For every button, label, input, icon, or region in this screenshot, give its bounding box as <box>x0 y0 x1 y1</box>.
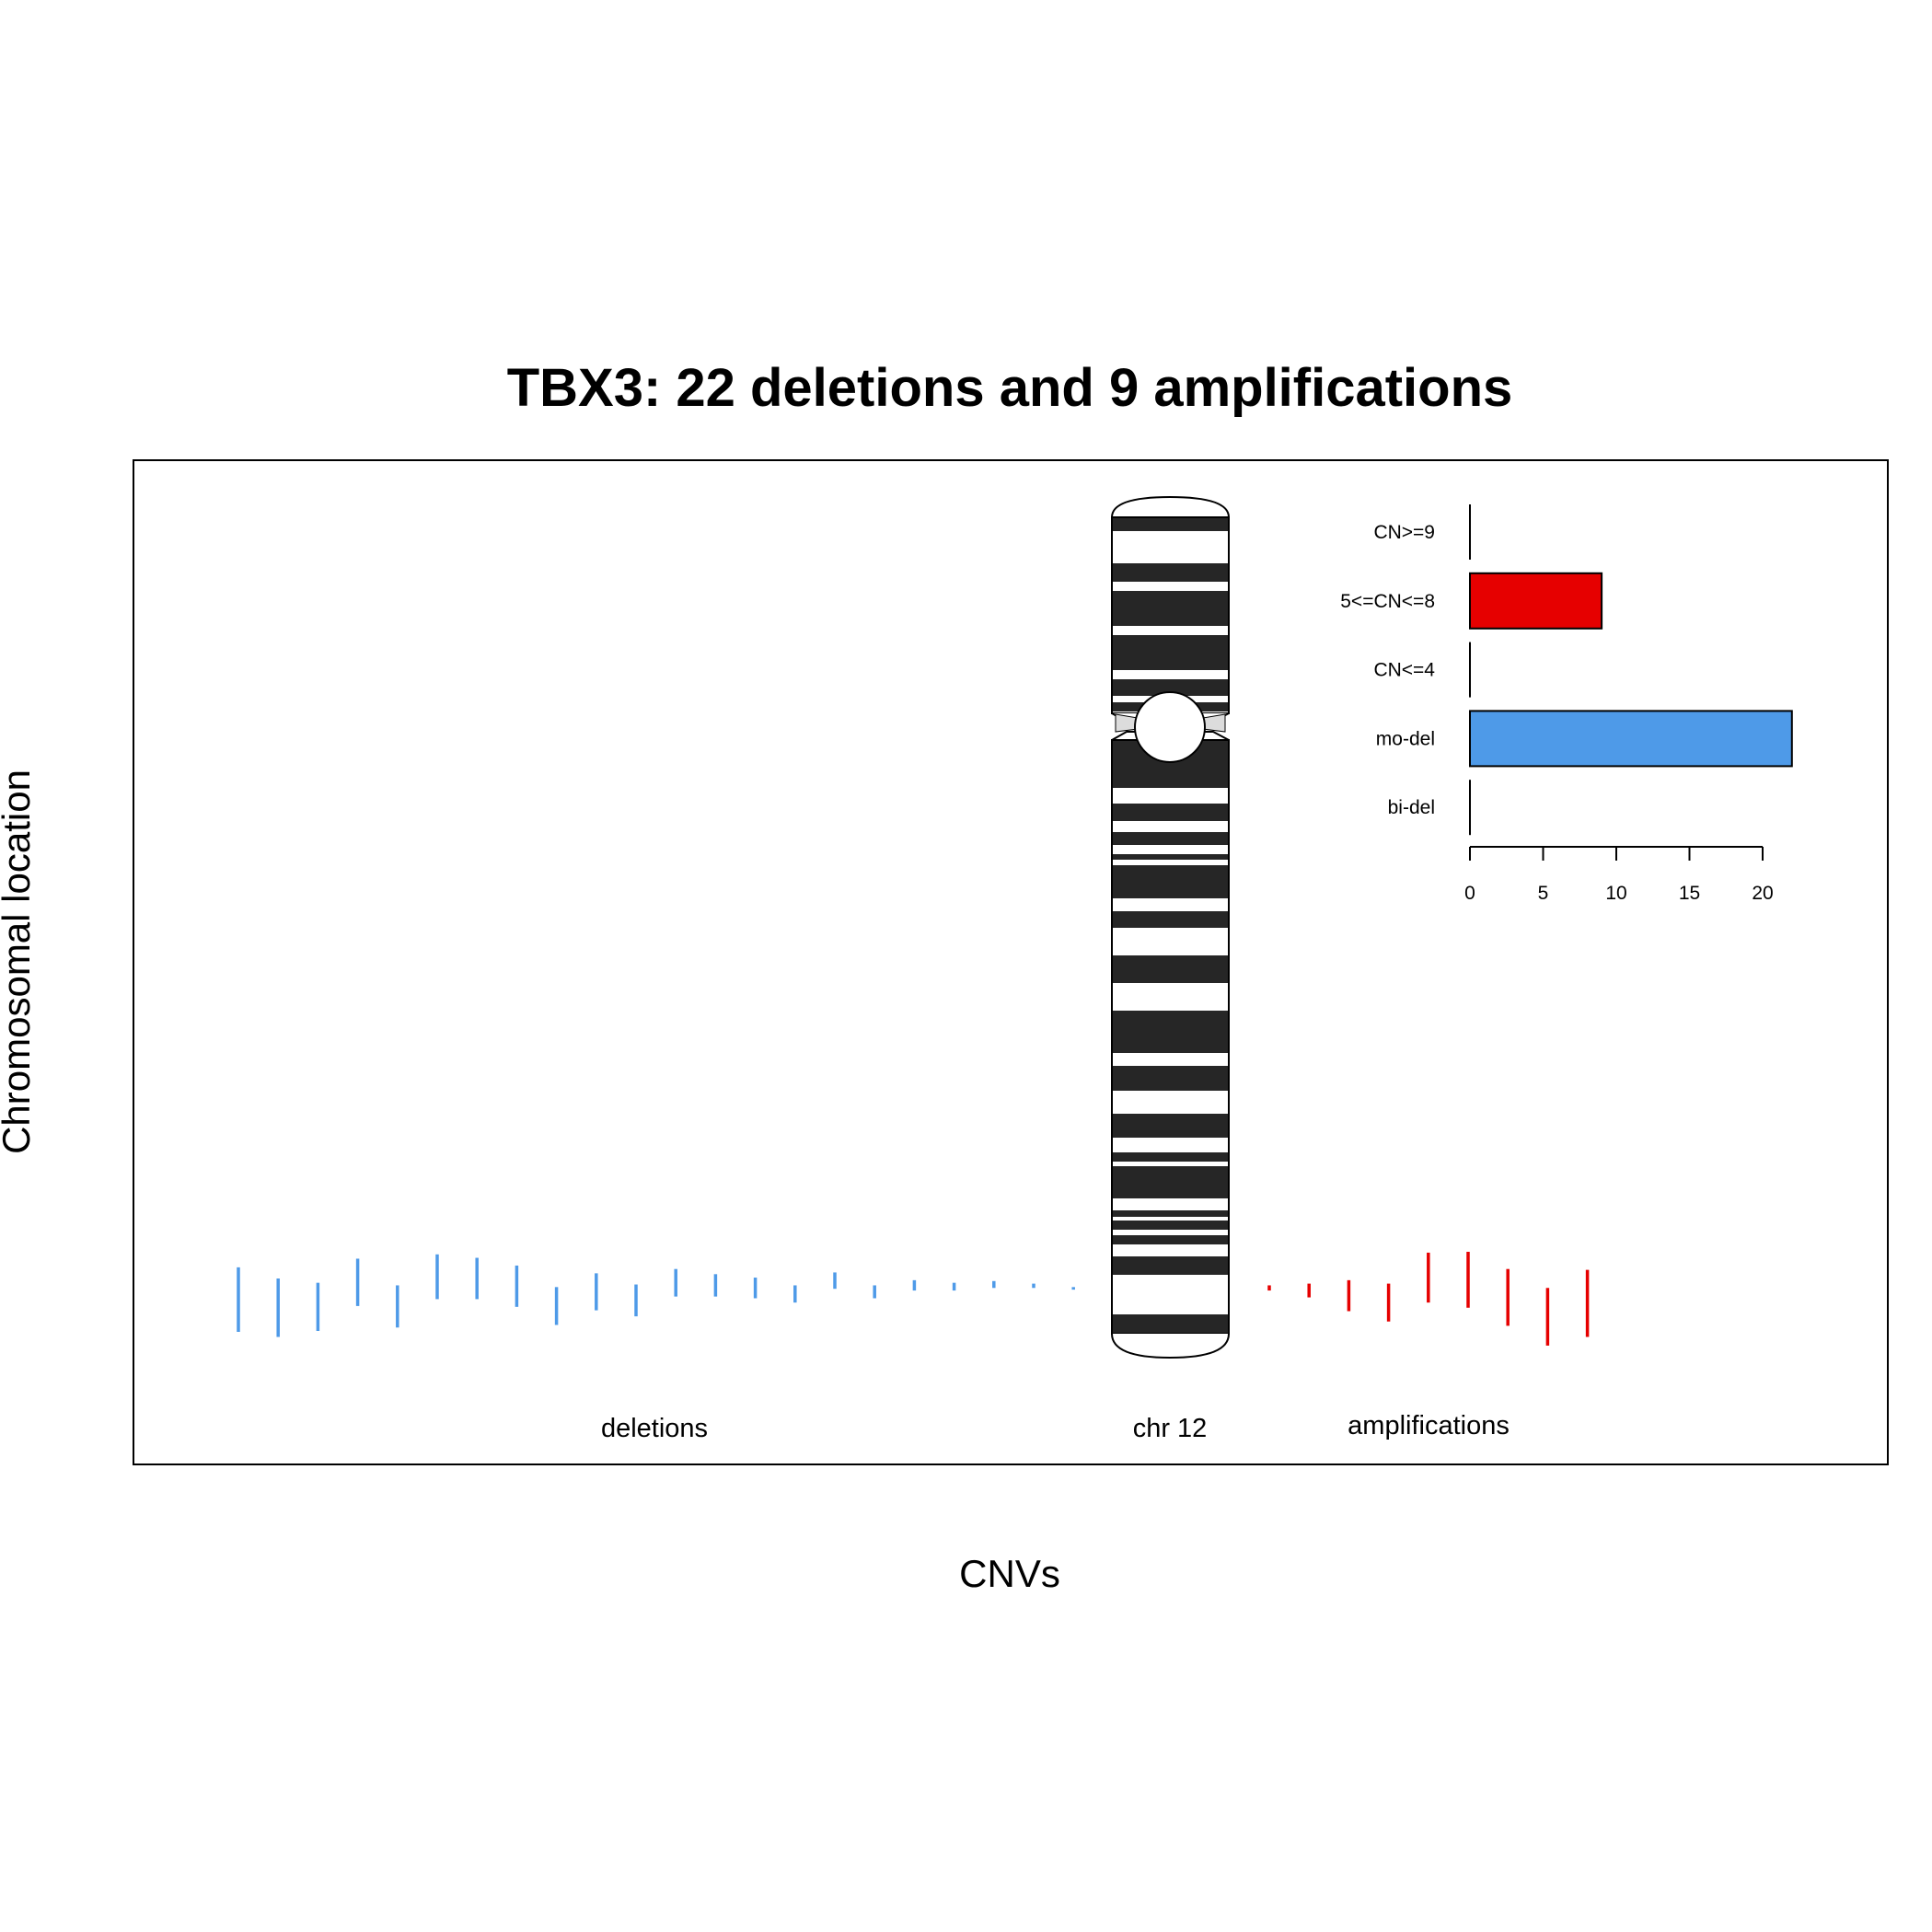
chromosome-band <box>1112 1114 1229 1138</box>
chromosome-band <box>1112 1152 1229 1162</box>
chromosome-band <box>1112 955 1229 983</box>
chromosome-band <box>1112 1221 1229 1230</box>
chromosome-band <box>1112 832 1229 845</box>
chromosome-ideogram <box>1111 495 1230 1359</box>
chart-title: TBX3: 22 deletions and 9 amplifications <box>507 358 1513 418</box>
deletion-segments <box>237 1254 1075 1337</box>
amplifications-label: amplifications <box>1348 1411 1510 1440</box>
cn-category-bar-chart: CN>=9 5<=CN<=8 CN<=4 mo-del bi-del 0 5 10 15 20 <box>1340 504 1793 904</box>
inset-category-label: 5<=CN<=8 <box>1340 591 1435 612</box>
chromosome-q-arm-cap <box>1111 1333 1230 1359</box>
inset-category-label: bi-del <box>1388 797 1435 818</box>
inset-x-tick-label: 20 <box>1752 883 1773 904</box>
deletions-label: deletions <box>601 1414 708 1443</box>
inset-category-label: mo-del <box>1376 728 1435 749</box>
chromosome-band <box>1112 865 1229 898</box>
inset-x-tick-label: 10 <box>1605 883 1626 904</box>
chromosome-band <box>1112 563 1229 582</box>
inset-x-tick-label: 5 <box>1538 883 1549 904</box>
chromosome-band <box>1112 679 1229 696</box>
chromosome-band <box>1112 591 1229 626</box>
chromosome-band <box>1112 804 1229 821</box>
inset-category-label: CN<=4 <box>1373 660 1435 681</box>
chromosome-band <box>1112 854 1229 860</box>
chromosome-band <box>1112 1256 1229 1275</box>
inset-x-tick-label: 0 <box>1464 883 1475 904</box>
centromere <box>1134 691 1206 763</box>
chromosome-band <box>1112 1066 1229 1091</box>
inset-bar <box>1469 572 1603 630</box>
chromosome-band <box>1112 1166 1229 1198</box>
q-arm-bands <box>1112 740 1229 1334</box>
inset-bar <box>1469 710 1793 768</box>
chromosome-p-arm-cap <box>1111 495 1230 518</box>
chromosome-band <box>1112 1235 1229 1244</box>
chromosome-band <box>1112 1011 1229 1053</box>
inset-category-label: CN>=9 <box>1373 522 1435 543</box>
chromosome-band <box>1112 911 1229 928</box>
inset-x-tick-label: 15 <box>1679 883 1700 904</box>
y-axis-title: Chromosomal location <box>0 769 38 1154</box>
chromosome-band <box>1112 1314 1229 1334</box>
chromosome-band <box>1112 635 1229 670</box>
chromosome-label: chr 12 <box>1133 1414 1208 1443</box>
p-arm-bands <box>1112 517 1229 711</box>
chromosome-band <box>1112 1210 1229 1217</box>
amplification-segments <box>1267 1251 1590 1346</box>
x-axis-title: CNVs <box>959 1552 1060 1595</box>
plot-frame <box>133 459 1889 1465</box>
chromosome-band <box>1112 517 1229 531</box>
